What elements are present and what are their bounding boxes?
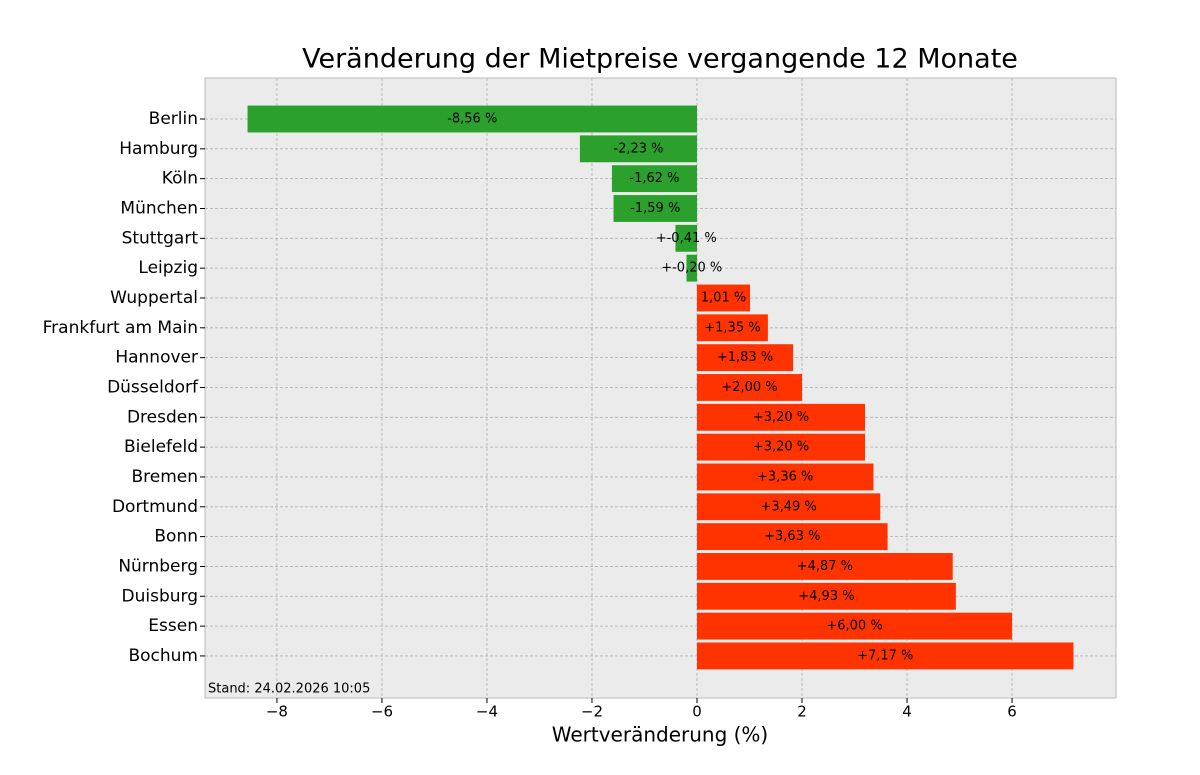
value-label: +3,63 % — [764, 529, 820, 544]
y-tick-label: Stuttgart — [122, 228, 199, 248]
y-tick-label: Nürnberg — [118, 556, 198, 576]
y-tick-label: München — [120, 198, 198, 218]
x-tick-label: −8 — [266, 703, 288, 721]
value-label: -2,23 % — [613, 141, 663, 156]
bar — [696, 284, 751, 312]
y-tick-label: Hamburg — [119, 139, 198, 159]
value-label: +3,36 % — [757, 469, 813, 484]
chart-title: Veränderung der Mietpreise vergangende 1… — [302, 44, 1018, 75]
value-label: -8,56 % — [447, 112, 497, 127]
value-label: +6,00 % — [826, 619, 882, 634]
y-tick-label: Bochum — [128, 646, 198, 666]
y-tick-label: Hannover — [115, 348, 198, 368]
bar — [696, 523, 888, 551]
bar — [686, 254, 697, 282]
value-label: +1,83 % — [717, 350, 773, 365]
value-label: +-0,20 % — [661, 261, 722, 276]
bar — [696, 463, 874, 491]
bar — [696, 553, 953, 580]
x-tick-label: −4 — [476, 703, 498, 721]
value-label: +7,17 % — [857, 648, 913, 663]
value-label: +3,20 % — [753, 440, 809, 455]
bar — [611, 165, 697, 193]
value-label: +1,35 % — [704, 320, 760, 335]
x-tick-label: 0 — [692, 703, 702, 721]
y-tick-label: Dresden — [127, 407, 198, 427]
bar — [696, 493, 881, 521]
bar — [675, 224, 697, 252]
y-tick-label: Bonn — [154, 527, 198, 547]
y-tick-label: Berlin — [149, 109, 198, 129]
value-label: +3,49 % — [760, 499, 816, 514]
bar — [696, 314, 768, 342]
x-tick-label: 4 — [902, 703, 912, 721]
bar — [696, 642, 1074, 670]
x-tick-label: 6 — [1007, 703, 1017, 721]
y-tick-label: Dortmund — [112, 497, 198, 517]
x-tick-label: 2 — [797, 703, 807, 721]
value-label: +-0,41 % — [656, 231, 717, 246]
y-tick-label: Bielefeld — [124, 437, 198, 457]
y-tick-label: Bremen — [131, 467, 198, 487]
value-label: -1,62 % — [629, 171, 679, 186]
y-tick-label: Düsseldorf — [107, 377, 199, 397]
value-label: +2,00 % — [721, 380, 777, 395]
value-label: +4,87 % — [797, 559, 853, 574]
y-tick-label: Köln — [162, 169, 198, 189]
x-tick-label: −6 — [371, 703, 393, 721]
bar — [696, 344, 794, 372]
value-label: 1,01 % — [701, 290, 746, 305]
bar — [579, 135, 697, 163]
y-tick-label: Leipzig — [138, 258, 198, 278]
value-label: +4,93 % — [798, 589, 854, 604]
value-label: +3,20 % — [753, 410, 809, 425]
bar — [696, 403, 866, 431]
bar — [696, 433, 866, 461]
x-axis-label: Wertveränderung (%) — [552, 723, 769, 747]
annotation: Stand: 24.02.2026 10:05 — [208, 682, 370, 697]
bar — [696, 612, 1013, 640]
bar — [696, 582, 956, 610]
y-tick-label: Wuppertal — [110, 288, 198, 308]
y-tick-label: Frankfurt am Main — [43, 318, 198, 338]
y-tick-label: Essen — [148, 616, 198, 636]
x-tick-label: −2 — [581, 703, 603, 721]
value-label: -1,59 % — [630, 201, 680, 216]
bar — [613, 195, 697, 222]
bar — [247, 105, 697, 133]
y-tick-label: Duisburg — [122, 586, 199, 606]
bar — [696, 374, 803, 401]
